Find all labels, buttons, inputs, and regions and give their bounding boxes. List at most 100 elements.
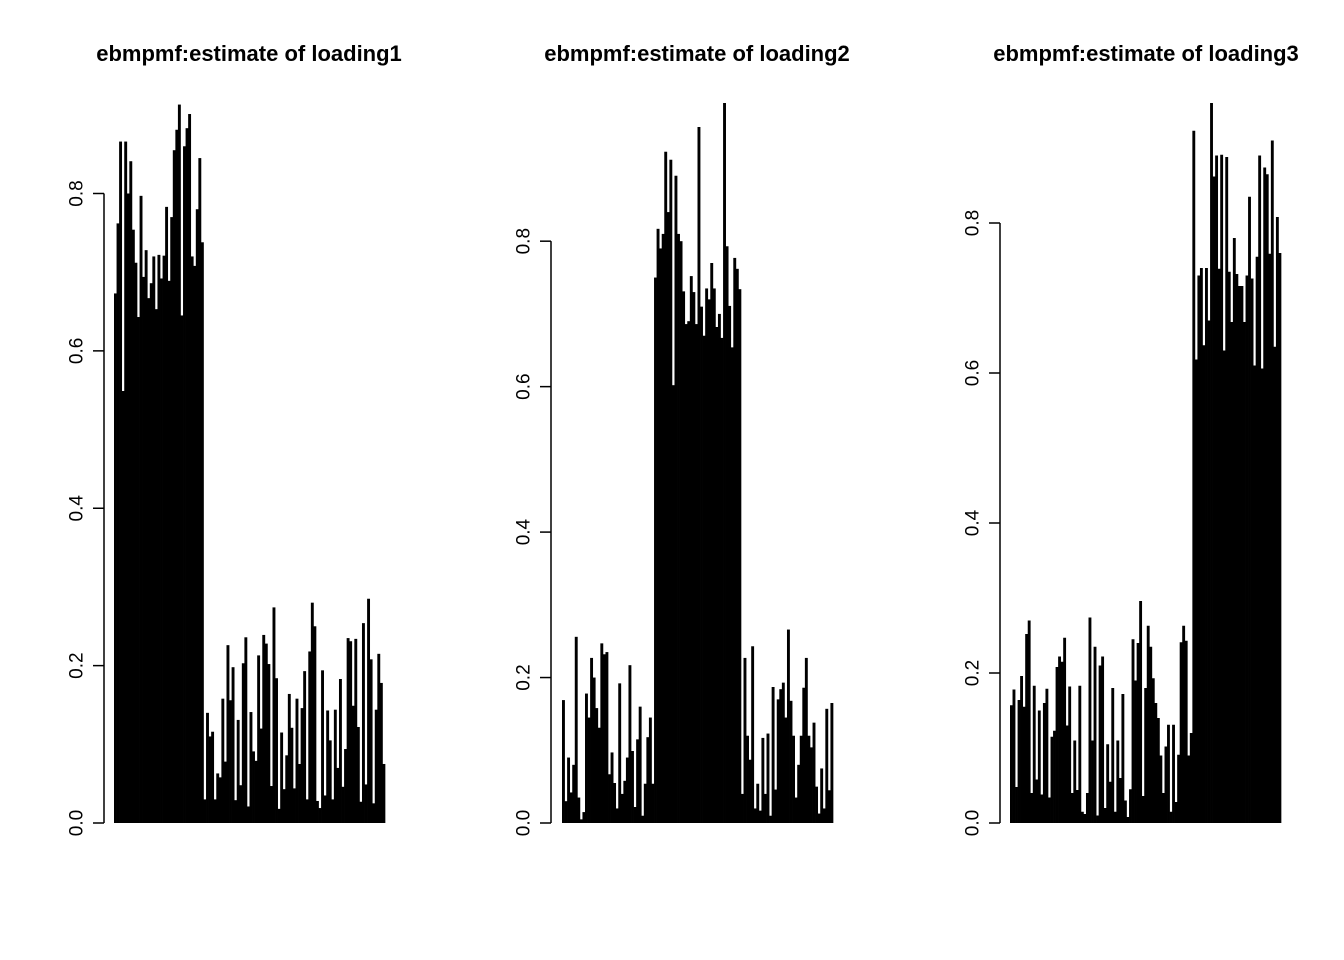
bar xyxy=(149,283,153,823)
bar xyxy=(771,687,775,823)
bar xyxy=(336,767,340,823)
bar xyxy=(290,727,294,823)
bar xyxy=(1111,688,1115,823)
bar xyxy=(1255,256,1259,823)
bar xyxy=(1172,724,1175,823)
bar xyxy=(797,764,801,823)
bar xyxy=(1098,665,1102,823)
bar xyxy=(1088,617,1092,823)
y-tick-label: 0.4 xyxy=(963,509,984,536)
bar xyxy=(323,795,327,823)
bar xyxy=(275,678,278,823)
bar xyxy=(689,276,693,824)
bar xyxy=(246,806,250,823)
bar xyxy=(280,732,284,823)
bar xyxy=(1184,640,1188,823)
bar xyxy=(142,276,146,823)
bars xyxy=(1010,103,1282,823)
bar xyxy=(292,788,296,823)
bar xyxy=(1202,345,1206,823)
bar xyxy=(786,629,790,823)
bar xyxy=(165,206,169,823)
bar xyxy=(298,763,301,823)
bar xyxy=(213,799,217,823)
bar xyxy=(129,161,133,824)
bar xyxy=(1129,789,1132,823)
chart-title: ebmpmf:estimate of loading2 xyxy=(544,41,850,66)
bar xyxy=(331,799,335,823)
bar xyxy=(725,246,729,823)
bar xyxy=(1169,811,1173,823)
bar xyxy=(374,709,378,823)
bar xyxy=(661,233,665,823)
bar xyxy=(684,324,688,823)
y-tick-label: 0.8 xyxy=(514,228,535,254)
bar xyxy=(139,195,143,824)
bar xyxy=(715,327,719,823)
bar xyxy=(664,151,668,824)
bar xyxy=(705,288,709,823)
bar xyxy=(167,280,171,824)
y-tick-label: 0.6 xyxy=(963,360,984,386)
bar xyxy=(341,786,345,823)
bar xyxy=(1022,706,1026,823)
bar xyxy=(221,698,225,823)
bar xyxy=(1063,637,1067,823)
bar xyxy=(1197,275,1201,823)
bar xyxy=(344,749,347,823)
bar xyxy=(582,812,586,823)
bar xyxy=(1118,778,1122,823)
bar xyxy=(198,158,202,823)
bar xyxy=(229,700,232,823)
chart-title: ebmpmf:estimate of loading3 xyxy=(993,41,1299,66)
bar xyxy=(710,263,714,823)
y-tick-label: 0.6 xyxy=(67,338,88,364)
bar xyxy=(300,708,304,823)
bar xyxy=(692,292,696,824)
bar xyxy=(631,751,634,823)
bar xyxy=(761,737,765,823)
bar xyxy=(1260,368,1264,823)
bar xyxy=(359,801,363,823)
bar xyxy=(193,265,197,823)
bar xyxy=(236,719,240,823)
bar xyxy=(1037,710,1041,823)
bar xyxy=(1053,730,1056,823)
bar xyxy=(333,709,337,823)
bar xyxy=(1265,174,1269,823)
bar xyxy=(349,641,353,823)
bar xyxy=(1230,322,1234,823)
bar xyxy=(1106,744,1110,823)
bar xyxy=(1047,797,1051,823)
bar xyxy=(1235,274,1239,823)
bar xyxy=(643,783,647,823)
bar xyxy=(382,763,386,823)
bar xyxy=(1253,365,1257,823)
bar xyxy=(613,783,617,823)
y-tick-label: 0.2 xyxy=(514,664,535,690)
bar xyxy=(781,682,785,823)
bar xyxy=(784,717,788,823)
bar xyxy=(564,801,568,823)
bar xyxy=(702,335,706,823)
bar xyxy=(1113,811,1117,823)
bar xyxy=(1085,793,1089,823)
bar xyxy=(241,663,245,823)
bar xyxy=(1058,656,1061,823)
bar xyxy=(272,607,276,823)
bar xyxy=(328,740,332,823)
bar xyxy=(1136,643,1140,823)
bar xyxy=(203,799,207,823)
bar xyxy=(1070,793,1074,823)
bar xyxy=(597,727,601,823)
bar xyxy=(157,254,161,823)
bar xyxy=(1108,781,1112,823)
bar xyxy=(1093,646,1097,823)
bar xyxy=(654,277,657,823)
bar xyxy=(1263,167,1267,823)
bar xyxy=(1199,268,1203,823)
y-tick-label: 0.4 xyxy=(514,518,535,545)
bar xyxy=(1179,642,1183,823)
bar xyxy=(595,708,599,823)
bar xyxy=(1116,740,1120,823)
